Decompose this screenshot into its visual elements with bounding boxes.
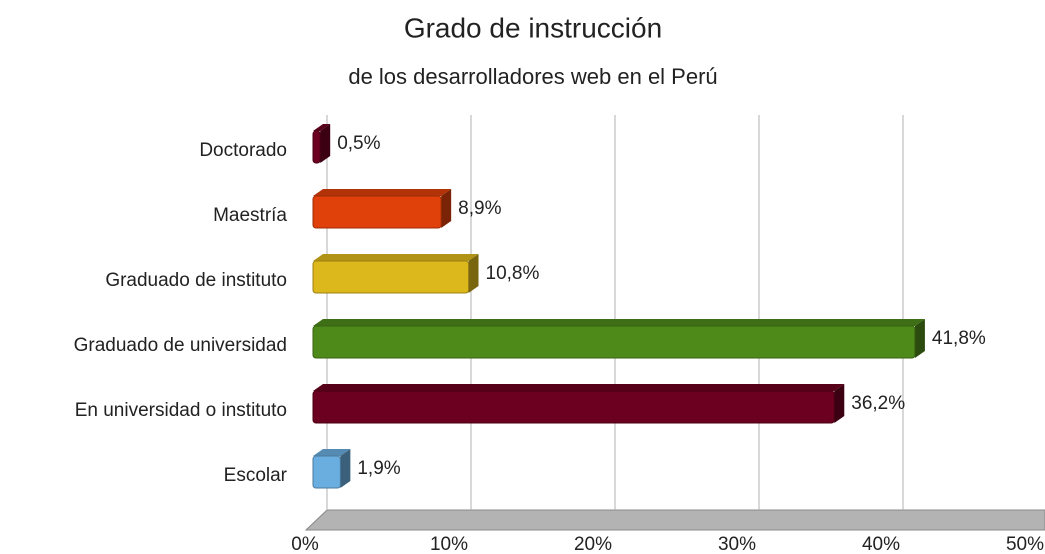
bar-top xyxy=(313,319,925,326)
value-label: 8,9% xyxy=(458,198,501,219)
x-tick-label: 50% xyxy=(1006,534,1044,554)
bar xyxy=(312,130,321,164)
x-tick-label: 10% xyxy=(430,534,468,554)
bar xyxy=(312,195,442,229)
bar-side xyxy=(441,189,452,228)
x-tick-label: 0% xyxy=(291,534,319,554)
bar xyxy=(312,390,835,424)
y-tick-label: En universidad o instituto xyxy=(75,400,287,421)
value-label: 1,9% xyxy=(357,458,400,479)
bar-top xyxy=(313,124,331,131)
value-label: 41,8% xyxy=(932,328,986,349)
chart-title: Grado de instrucción xyxy=(404,12,662,43)
bar-side xyxy=(834,384,845,423)
bar-top xyxy=(313,384,845,391)
y-tick-label: Graduado de universidad xyxy=(74,335,287,356)
value-label: 0,5% xyxy=(337,133,380,154)
bar xyxy=(312,325,916,359)
bar xyxy=(312,455,341,489)
value-label: 10,8% xyxy=(486,263,540,284)
bar-side xyxy=(320,124,331,163)
floor xyxy=(304,509,1045,531)
x-tick-label: 20% xyxy=(574,534,612,554)
bar-top xyxy=(313,449,351,456)
y-tick-label: Escolar xyxy=(224,465,288,486)
y-tick-label: Maestría xyxy=(213,205,287,226)
value-label: 36,2% xyxy=(851,393,905,414)
bar-top xyxy=(313,254,479,261)
bar-top xyxy=(313,189,452,196)
chart-subtitle: de los desarrolladores web en el Perú xyxy=(348,64,717,89)
bar-side xyxy=(914,319,925,358)
y-tick-label: Graduado de instituto xyxy=(105,270,287,291)
x-tick-label: 30% xyxy=(718,534,756,554)
bar-side xyxy=(468,254,479,293)
bar xyxy=(312,260,470,294)
bar-side xyxy=(340,449,351,488)
x-tick-label: 40% xyxy=(862,534,900,554)
y-tick-label: Doctorado xyxy=(199,140,287,161)
